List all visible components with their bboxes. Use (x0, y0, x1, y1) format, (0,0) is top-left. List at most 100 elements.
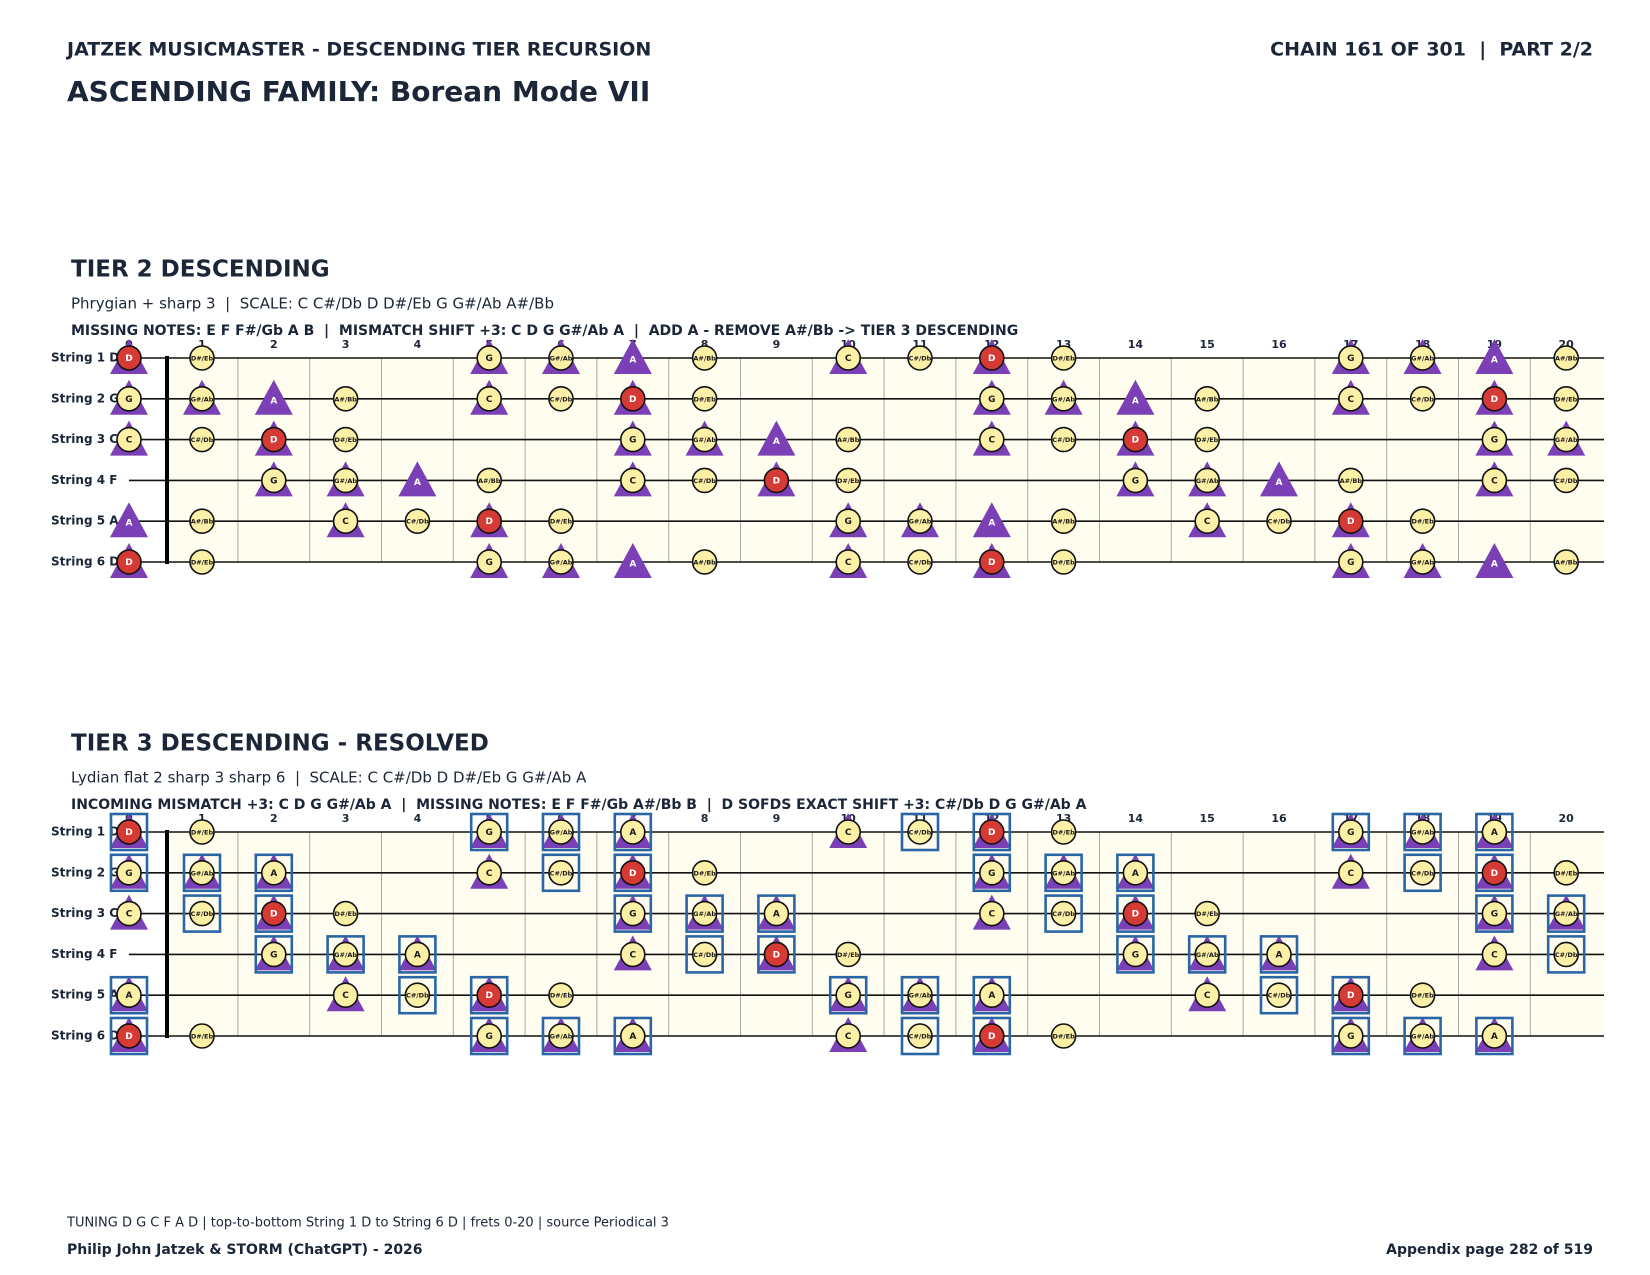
note-label: A (1132, 869, 1139, 879)
note-label: D (485, 991, 492, 1001)
scale-note (116, 859, 142, 886)
scale-note (189, 508, 215, 535)
scale-note (332, 900, 359, 927)
shift-box (972, 812, 1012, 852)
note-label: D (988, 828, 995, 838)
note-label: G#/Ab (550, 829, 573, 837)
shift-box (685, 935, 724, 974)
shift-box (109, 1016, 149, 1056)
scale-note (1409, 549, 1436, 575)
note-label: G#/Ab (909, 992, 932, 1000)
scale-note (907, 549, 933, 575)
shift-box (1475, 853, 1514, 893)
tuning-note: TUNING D G C F A D | top-to-bottom Strin… (66, 1216, 669, 1231)
root-note (1338, 982, 1364, 1009)
note-label: C#/Db (1555, 477, 1578, 485)
scale-note (548, 345, 574, 371)
scale-note (1338, 467, 1364, 494)
shift-box (254, 935, 294, 974)
shift-box (972, 1016, 1012, 1056)
note-label: G (1491, 910, 1498, 920)
note-label: D#/Eb (1196, 910, 1219, 918)
note-label: D (988, 558, 995, 568)
note-label: A (629, 356, 636, 366)
scale-note (978, 426, 1005, 453)
root-note (476, 982, 503, 1009)
scale-note (835, 982, 862, 1009)
note-label: G#/Ab (1411, 829, 1434, 837)
note-label: C (1491, 950, 1498, 960)
note-label: G (845, 517, 852, 527)
fret-number: 16 (1271, 338, 1287, 351)
scale-note (548, 385, 574, 412)
note-label: C#/Db (909, 829, 932, 837)
note-label: G#/Ab (1555, 910, 1578, 918)
fret-number: 3 (342, 812, 350, 825)
scale-note (835, 549, 862, 575)
shift-box (1403, 812, 1442, 852)
shift-box (1331, 975, 1371, 1015)
scale-note (691, 859, 718, 886)
scale-note (1409, 345, 1436, 371)
string-label: String 3 C (51, 906, 118, 920)
note-label: C (629, 950, 636, 960)
shift-box (1187, 935, 1227, 974)
note-label: A (629, 1032, 636, 1042)
note-label: C (988, 436, 995, 446)
scale-note (978, 385, 1005, 412)
root-note (116, 819, 142, 845)
note-label: D (125, 828, 132, 838)
fret-number: 9 (773, 812, 781, 825)
scale-note (691, 900, 718, 927)
scale-note (404, 982, 431, 1009)
fret-number: 8 (701, 812, 709, 825)
scale-note (1481, 426, 1508, 453)
scale-note (548, 982, 574, 1009)
note-label: G (1347, 1032, 1354, 1042)
note-label: D (125, 558, 132, 568)
scale-note (1481, 941, 1508, 968)
note-label: A (1491, 1032, 1498, 1042)
shift-box (109, 853, 149, 893)
scale-note (1553, 900, 1579, 927)
tier-heading: TIER 2 DESCENDING (71, 257, 330, 283)
scale-note (835, 467, 862, 494)
shift-box (398, 975, 437, 1015)
scale-note (404, 941, 431, 968)
scale-note (189, 426, 215, 453)
scale-note (907, 508, 933, 535)
shift-box (254, 894, 294, 933)
fret-number: 4 (414, 812, 422, 825)
note-label: C#/Db (1052, 910, 1075, 918)
note-label: D#/Eb (837, 951, 860, 959)
scale-note (1553, 426, 1579, 453)
scale-note (1338, 549, 1364, 575)
scale-note (189, 819, 215, 845)
scale-note (1194, 467, 1220, 494)
shift-box (254, 853, 294, 893)
mismatch-triangle (1475, 543, 1514, 578)
scale-note (1266, 508, 1292, 535)
string-label: String 5 A (51, 988, 119, 1002)
root-note (978, 819, 1005, 845)
fret-number: 14 (1128, 338, 1144, 351)
note-label: D#/Eb (334, 910, 357, 918)
shift-box (1116, 894, 1155, 933)
fret-number: 2 (270, 338, 278, 351)
scale-note (1481, 900, 1508, 927)
note-label: D (988, 1032, 995, 1042)
shift-box (109, 812, 149, 852)
note-label: D (270, 910, 277, 920)
scale-note (835, 941, 862, 968)
tier-panel: TIER 2 DESCENDING Phrygian + sharp 3 | SC… (51, 257, 1604, 578)
scale-note (1050, 345, 1077, 371)
scale-note (1409, 1023, 1436, 1049)
note-label: G (1347, 354, 1354, 364)
note-label: C#/Db (550, 869, 573, 877)
scale-note (691, 941, 718, 968)
scale-note (1553, 467, 1579, 494)
note-label: C (845, 354, 852, 364)
note-label: D#/Eb (191, 559, 214, 567)
note-label: A (773, 910, 780, 920)
note-label: G (1132, 950, 1139, 960)
